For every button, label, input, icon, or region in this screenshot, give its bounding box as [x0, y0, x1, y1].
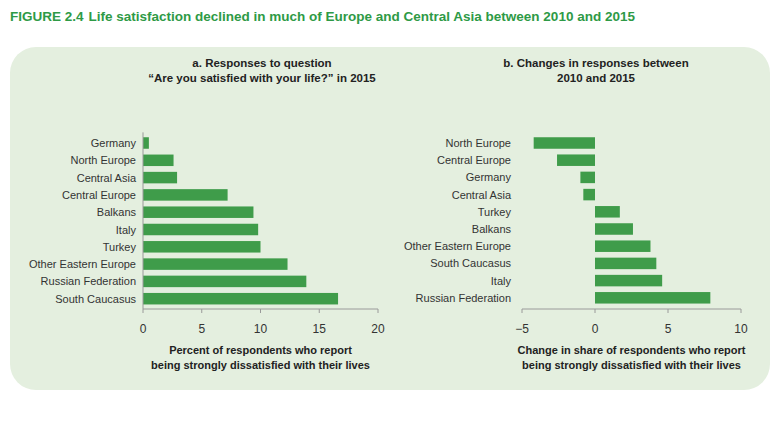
figure-title: FIGURE 2.4 Life satisfaction declined in … [10, 9, 635, 24]
category-label: Central Europe [437, 154, 511, 166]
bar [595, 240, 650, 252]
category-label: Russian Federation [416, 292, 511, 304]
bars [143, 137, 338, 304]
bar [595, 206, 620, 218]
tick-mark [668, 309, 669, 313]
figure-title-text: Life satisfaction declined in much of Eu… [89, 9, 636, 24]
category-label: Central Asia [77, 172, 137, 184]
category-label: Balkans [97, 206, 137, 218]
category-label: Balkans [472, 223, 512, 235]
bar [595, 258, 656, 270]
category-label: Central Asia [452, 189, 512, 201]
tick-mark [741, 309, 742, 313]
bar [143, 224, 258, 236]
category-label: Italy [116, 224, 137, 236]
tick-mark [319, 309, 320, 313]
x-axis-line [522, 309, 741, 310]
bar [143, 189, 228, 201]
category-label: North Europe [71, 154, 136, 166]
category-label: North Europe [446, 137, 511, 149]
bar [595, 292, 710, 304]
category-label: Central Europe [62, 189, 136, 201]
bar [143, 155, 174, 167]
tick-mark [378, 309, 379, 313]
bar [143, 172, 177, 184]
chart-title: “Are you satisfied with your life?” in 2… [148, 72, 376, 84]
category-label: Germany [91, 137, 137, 149]
category-label: Other Eastern Europe [404, 240, 511, 252]
bar [583, 189, 595, 201]
bar [557, 154, 595, 166]
tick-label: 5 [665, 322, 672, 336]
axis-label: Percent of respondents who report [169, 344, 352, 356]
category-label: Germany [466, 171, 512, 183]
tick-label: 0 [140, 322, 147, 336]
tick-mark [595, 309, 596, 313]
bar [143, 137, 149, 149]
bar [143, 258, 288, 270]
tick-label: 20 [371, 322, 385, 336]
chart-title: a. Responses to question [192, 57, 331, 69]
axis-label: being strongly dissatisfied with their l… [522, 359, 741, 371]
chart-title: 2010 and 2015 [557, 72, 636, 84]
bar [595, 223, 633, 235]
category-label: Russian Federation [41, 275, 136, 287]
tick-label: −5 [515, 322, 529, 336]
category-label: Turkey [103, 241, 137, 253]
tick-label: 5 [198, 322, 205, 336]
bars [534, 137, 711, 303]
figure: FIGURE 2.4 Life satisfaction declined in … [0, 0, 780, 439]
chart-title: b. Changes in responses between [503, 57, 688, 69]
tick-mark [143, 309, 144, 313]
tick-label: 10 [254, 322, 268, 336]
category-label: Turkey [478, 206, 512, 218]
category-label: South Caucasus [55, 293, 136, 305]
tick-label: 10 [734, 322, 748, 336]
tick-label: 15 [313, 322, 327, 336]
panel [10, 47, 770, 390]
bar [595, 275, 662, 287]
bar [534, 137, 595, 149]
tick-mark [522, 309, 523, 313]
tick-mark [260, 309, 261, 313]
tick-mark [201, 309, 202, 313]
category-label: Other Eastern Europe [29, 258, 136, 270]
y-axis-line [143, 132, 144, 309]
category-label: Italy [491, 275, 512, 287]
bar [143, 206, 253, 218]
category-label: South Caucasus [430, 257, 511, 269]
bar [143, 241, 261, 253]
chart: a. Responses to question “Are you satisfi… [29, 57, 385, 371]
figure-number: FIGURE 2.4 [10, 9, 84, 24]
bar [580, 172, 595, 184]
axis-label: being strongly dissatisfied with their l… [151, 359, 370, 371]
chart: b. Changes in responses between 2010 and … [404, 57, 748, 371]
tick-label: 0 [592, 322, 599, 336]
bar [143, 293, 338, 305]
axis-label: Change in share of respondents who repor… [518, 344, 746, 356]
bar [143, 276, 306, 288]
